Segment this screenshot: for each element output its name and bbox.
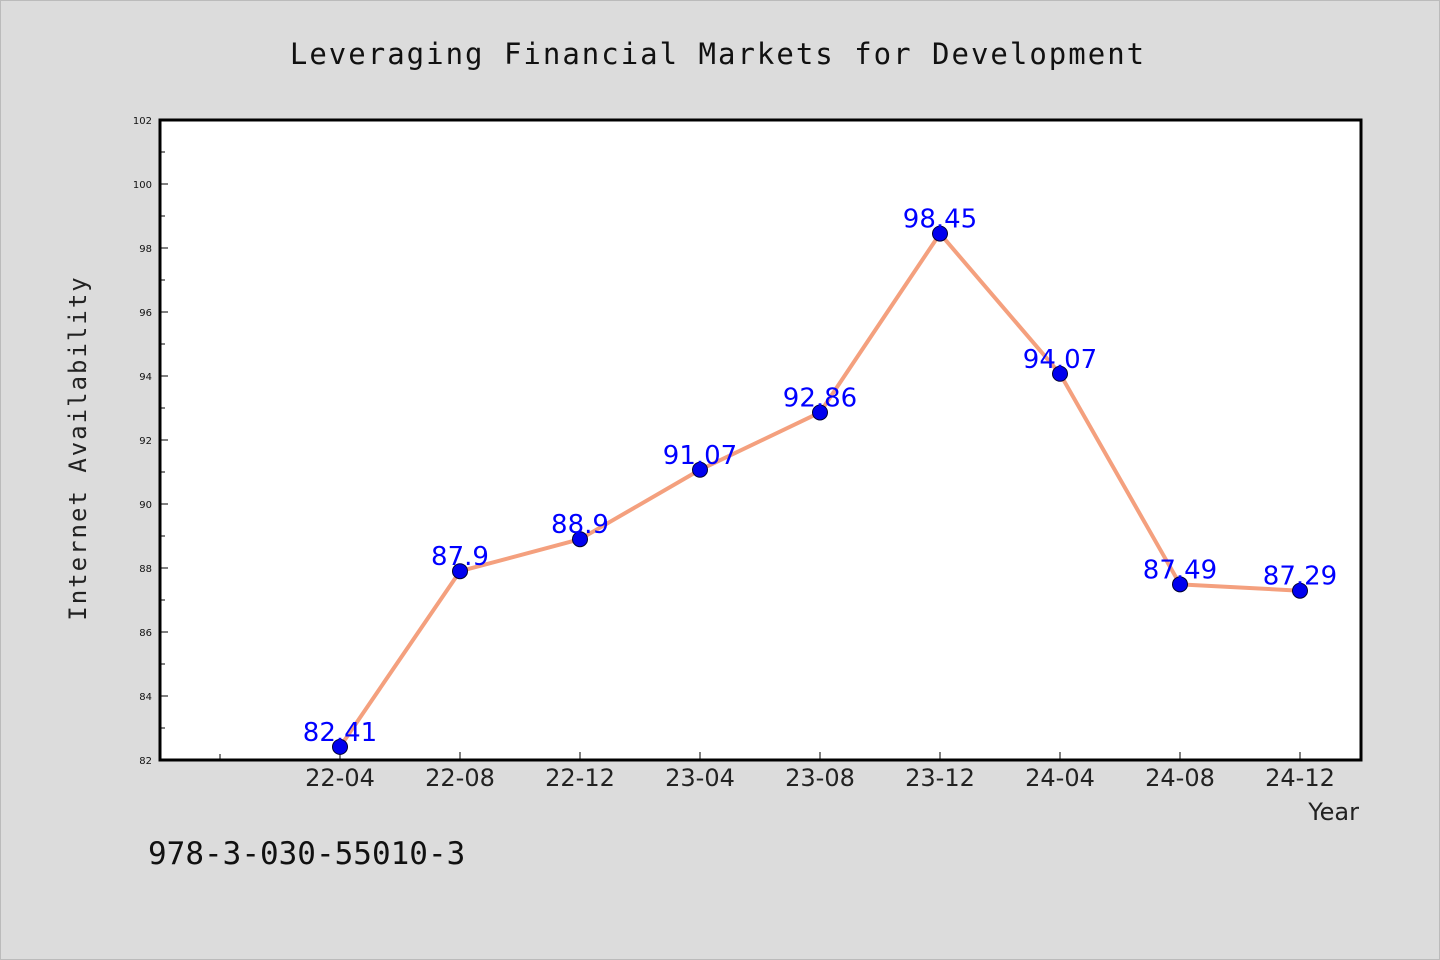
- x-tick-label: 22-12: [545, 764, 615, 792]
- x-tick-label: 23-12: [905, 764, 975, 792]
- data-labels-group: 82.41 87.9 88.9 91.07 92.86 98.45 94.07 87.49 87…: [303, 205, 1337, 748]
- y-tick-label: 98: [139, 244, 152, 255]
- markers-group: [332, 225, 1308, 755]
- y-tick-label: 88: [139, 564, 152, 575]
- x-tick-label: 23-04: [665, 764, 735, 792]
- y-tick-label: 82: [139, 756, 152, 767]
- data-label: 87.29: [1263, 562, 1337, 592]
- data-point-marker: [1292, 582, 1308, 599]
- data-point-marker: [692, 461, 708, 478]
- y-axis-label: Internet Availability: [64, 275, 92, 620]
- x-tick-label: 23-08: [785, 764, 855, 792]
- data-label: 82.41: [303, 718, 377, 748]
- x-tick-label: 24-04: [1025, 764, 1095, 792]
- data-point-marker: [452, 563, 468, 580]
- y-tick-label: 94: [139, 372, 152, 383]
- isbn-text: 978-3-030-55010-3: [148, 836, 465, 872]
- x-tick-label: 22-04: [305, 764, 375, 792]
- y-tick-label: 92: [139, 436, 152, 447]
- y-tick-label: 86: [139, 628, 152, 639]
- chart-title: Leveraging Financial Markets for Develop…: [290, 37, 1146, 71]
- y-tick-label: 96: [139, 308, 152, 319]
- x-axis-label: Year: [1307, 798, 1359, 826]
- data-point-marker: [812, 404, 828, 421]
- data-label: 87.9: [431, 542, 489, 572]
- data-point-marker: [1172, 576, 1188, 593]
- plot-frame: [158, 118, 1363, 762]
- y-tick-label: 90: [139, 500, 152, 511]
- x-tick-label: 24-12: [1265, 764, 1335, 792]
- data-label: 91.07: [663, 441, 737, 471]
- y-tick-label: 84: [139, 692, 152, 703]
- y-tick-label: 100: [133, 180, 152, 191]
- data-label: 87.49: [1143, 555, 1217, 585]
- data-label: 88.9: [551, 510, 609, 540]
- data-label: 98.45: [903, 205, 977, 235]
- x-tick-label: 24-08: [1145, 764, 1215, 792]
- data-label: 94.07: [1023, 345, 1097, 375]
- x-tick-label: 22-08: [425, 764, 495, 792]
- data-point-marker: [1052, 365, 1068, 382]
- x-axis: 22-04 22-08 22-12 23-04 23-08 23-12 24-04 24-08…: [219, 752, 1335, 792]
- data-label: 92.86: [783, 383, 857, 413]
- y-tick-label: 102: [133, 116, 152, 127]
- data-point-marker: [332, 738, 348, 755]
- data-point-marker: [932, 225, 948, 242]
- data-point-marker: [572, 531, 588, 548]
